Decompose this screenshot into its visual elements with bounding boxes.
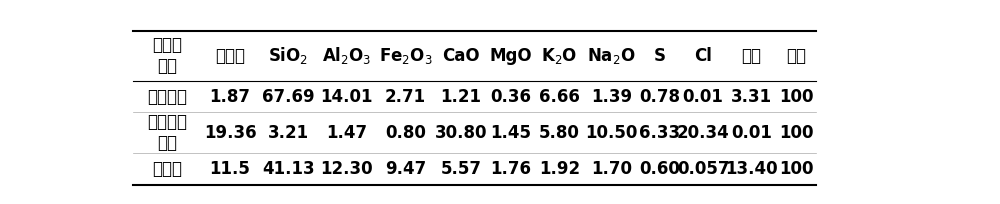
Text: 14.01: 14.01 [320,88,373,106]
Text: 0.01: 0.01 [683,88,724,106]
Text: S: S [654,47,666,65]
Text: 0.60: 0.60 [639,160,680,178]
Text: Al$_2$O$_3$: Al$_2$O$_3$ [322,45,371,66]
Text: 3.21: 3.21 [268,124,309,142]
Text: SiO$_2$: SiO$_2$ [268,45,308,66]
Text: 19.36: 19.36 [204,124,256,142]
Text: 1.45: 1.45 [490,124,531,142]
Text: 垃圾焚烧
飞灰: 垃圾焚烧 飞灰 [147,113,187,152]
Text: 20.34: 20.34 [677,124,730,142]
Text: 烧失量: 烧失量 [215,47,245,65]
Text: 5.80: 5.80 [539,124,580,142]
Text: 合计: 合计 [786,47,806,65]
Text: 其他: 其他 [742,47,762,65]
Text: 12.30: 12.30 [320,160,373,178]
Text: 11.5: 11.5 [210,160,250,178]
Text: 1.87: 1.87 [210,88,251,106]
Text: 1.76: 1.76 [490,160,531,178]
Text: Cl: Cl [694,47,712,65]
Text: 100: 100 [779,160,813,178]
Text: Na$_2$O: Na$_2$O [587,46,636,66]
Text: 30.80: 30.80 [435,124,487,142]
Text: Fe$_2$O$_3$: Fe$_2$O$_3$ [379,46,432,66]
Text: 100: 100 [779,88,813,106]
Text: 0.80: 0.80 [385,124,426,142]
Text: MgO: MgO [489,47,532,65]
Text: 13.40: 13.40 [725,160,778,178]
Text: 67.69: 67.69 [262,88,314,106]
Text: 固体废
弃物: 固体废 弃物 [152,37,182,75]
Text: 1.47: 1.47 [326,124,367,142]
Text: CaO: CaO [442,47,480,65]
Text: 0.057: 0.057 [677,160,729,178]
Text: 0.01: 0.01 [731,124,772,142]
Text: 6.33: 6.33 [639,124,680,142]
Text: 2.71: 2.71 [385,88,426,106]
Text: 5.57: 5.57 [440,160,481,178]
Text: 黄金尾矿: 黄金尾矿 [147,88,187,106]
Text: 100: 100 [779,124,813,142]
Text: 3.31: 3.31 [731,88,772,106]
Text: 6.66: 6.66 [539,88,580,106]
Text: 0.78: 0.78 [639,88,680,106]
Text: 1.39: 1.39 [591,88,632,106]
Text: 1.92: 1.92 [539,160,580,178]
Text: 0.36: 0.36 [490,88,531,106]
Text: 41.13: 41.13 [262,160,314,178]
Text: K$_2$O: K$_2$O [541,46,578,66]
Text: 1.21: 1.21 [440,88,481,106]
Text: 污染土: 污染土 [152,160,182,178]
Text: 10.50: 10.50 [586,124,638,142]
Text: 9.47: 9.47 [385,160,426,178]
Text: 1.70: 1.70 [591,160,632,178]
